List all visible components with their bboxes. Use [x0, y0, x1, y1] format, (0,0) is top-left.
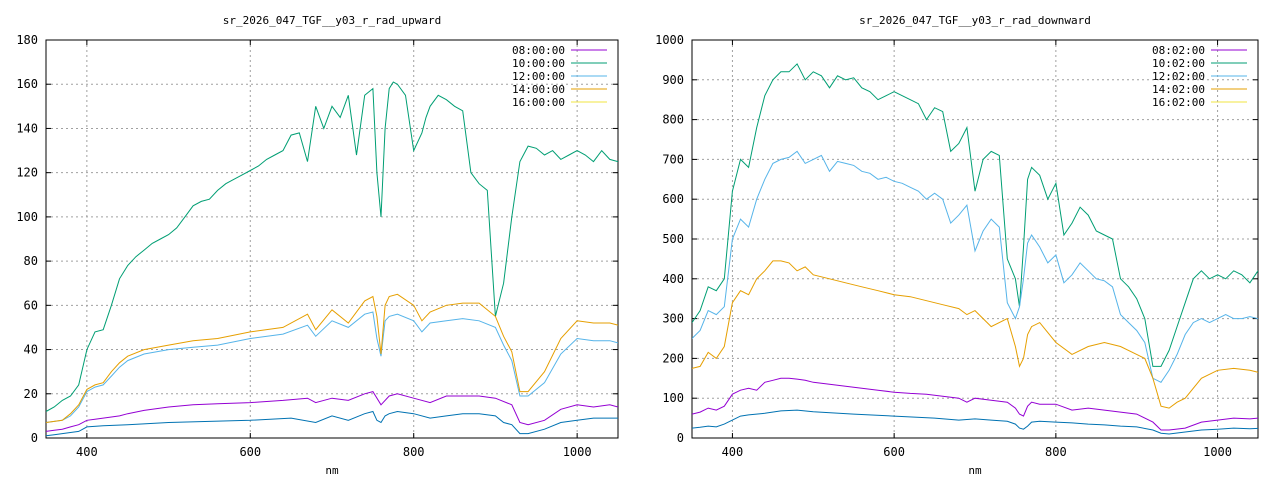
- y-tick-label: 60: [24, 298, 38, 312]
- x-tick-label: 400: [76, 445, 98, 459]
- y-tick-label: 160: [16, 77, 38, 91]
- y-tick-label: 100: [662, 391, 684, 405]
- legend-label: 10:00:00: [512, 57, 565, 70]
- y-tick-label: 800: [662, 113, 684, 127]
- chart-title: sr_2026_047_TGF__y03_r_rad_downward: [859, 14, 1091, 27]
- downward-chart-panel: sr_2026_047_TGF__y03_r_rad_downward 400 60…: [655, 14, 1259, 477]
- x-tick-label: 400: [722, 445, 744, 459]
- legend-label: 16:00:00: [512, 96, 565, 109]
- x-tick-label: 800: [1045, 445, 1067, 459]
- y-tick-label: 140: [16, 121, 38, 135]
- legend-label: 14:00:00: [512, 83, 565, 96]
- legend-label: 12:00:00: [512, 70, 565, 83]
- x-tick-label: 1000: [563, 445, 592, 459]
- y-tick-label: 0: [677, 431, 684, 445]
- y-tick-label: 500: [662, 232, 684, 246]
- y-tick-label: 700: [662, 152, 684, 166]
- y-tick-label: 40: [24, 343, 38, 357]
- x-axis-label: nm: [968, 464, 982, 477]
- legend-label: 08:00:00: [512, 44, 565, 57]
- series-line-1: [46, 81, 618, 412]
- series-line-5: [46, 410, 618, 437]
- legend-label: 08:02:00: [1152, 44, 1205, 57]
- y-tick-label: 400: [662, 272, 684, 286]
- y-tick-label: 20: [24, 387, 38, 401]
- legend-label: 12:02:00: [1152, 70, 1205, 83]
- y-tick-label: 0: [31, 431, 38, 445]
- y-tick-label: 1000: [655, 33, 684, 47]
- chart-title: sr_2026_047_TGF__y03_r_rad_upward: [223, 14, 442, 27]
- x-axis-label: nm: [325, 464, 339, 477]
- y-tick-label: 180: [16, 33, 38, 47]
- y-tick-label: 600: [662, 192, 684, 206]
- series-line-5: [692, 409, 1258, 435]
- series-line-3: [692, 260, 1258, 409]
- legend-label: 16:02:00: [1152, 96, 1205, 109]
- series-line-1: [692, 63, 1258, 367]
- series-line-3: [46, 293, 618, 423]
- y-tick-label: 80: [24, 254, 38, 268]
- y-tick-label: 200: [662, 351, 684, 365]
- x-tick-label: 600: [883, 445, 905, 459]
- series-line-2: [692, 150, 1258, 383]
- legend-label: 14:02:00: [1152, 83, 1205, 96]
- x-tick-label: 1000: [1203, 445, 1232, 459]
- y-tick-label: 300: [662, 312, 684, 326]
- y-tick-label: 900: [662, 73, 684, 87]
- series-line-2: [46, 311, 618, 423]
- x-tick-label: 600: [239, 445, 261, 459]
- y-tick-label: 100: [16, 210, 38, 224]
- series-line-0: [692, 377, 1258, 431]
- series-line-0: [46, 391, 618, 432]
- plot-frame: [45, 39, 619, 439]
- x-tick-label: 800: [403, 445, 425, 459]
- y-tick-label: 120: [16, 166, 38, 180]
- legend-label: 10:02:00: [1152, 57, 1205, 70]
